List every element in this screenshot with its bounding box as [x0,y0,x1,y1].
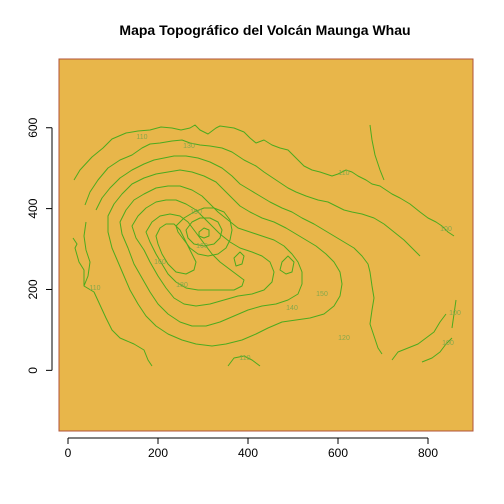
chart-title: Mapa Topográfico del Volcán Maunga Whau [119,22,410,38]
y-tick-label-2: 400 [26,198,40,218]
y-tick-label-0: 0 [26,367,40,374]
axes: 0 200 400 600 800 0 200 400 600 [26,117,438,460]
contour-level-110-outer [72,237,153,367]
contour-label-11: 120 [338,335,350,342]
contour-level-100-east-edge [451,299,457,329]
contour-level-130 [107,169,343,347]
contour-level-160-peak [279,255,295,275]
y-tick-label-1: 200 [26,279,40,299]
contour-level-140 [119,185,303,327]
y-tick-label-3: 600 [26,117,40,137]
x-tick-label-3: 600 [328,446,348,460]
contour-level-120 [95,155,383,355]
contour-labels: 110 130 190 160 180 160 110 100 150 140 … [89,134,461,362]
contour-label-14: 110 [89,285,100,292]
x-tick-label-4: 800 [418,446,438,460]
contour-label-8: 100 [440,226,452,233]
plot-area [58,58,474,432]
contour-level-100-east [369,124,385,181]
contour-label-12: 110 [239,355,250,362]
contour-label-1: 110 [136,134,147,141]
contour-label-3: 190 [190,209,202,216]
contour-label-5: 180 [176,282,188,289]
contour-level-110-inner-north [84,139,421,257]
contour-level-110-west [83,221,91,287]
x-tick-label-1: 200 [148,446,168,460]
contour-level-160-north [145,213,245,291]
contour-label-9: 150 [316,291,328,298]
contour-label-6: 160 [154,259,166,266]
contour-level-110-north [73,124,443,227]
contour-label-10: 140 [286,305,298,312]
contour-level-110-south [227,355,261,367]
contour-label-4: 160 [196,243,208,250]
contour-lines [72,124,457,367]
contour-label-2: 130 [183,143,195,150]
contour-label-7: 110 [338,170,349,177]
contour-label-13: 100 [442,340,454,347]
contour-label-15: 100 [449,310,461,317]
x-tick-label-2: 400 [238,446,258,460]
contour-level-190 [185,217,223,247]
contour-level-100-ridge [441,225,455,237]
contour-level-170 [155,223,197,275]
x-tick-label-0: 0 [65,446,72,460]
contour-level-150 [131,199,275,307]
contour-level-180-east [233,251,245,267]
contour-level-200 [198,227,210,239]
contour-level-180-crater [175,207,233,257]
contour-level-100-southeast-corner [421,337,453,363]
contour-level-100-southeast [391,313,447,361]
